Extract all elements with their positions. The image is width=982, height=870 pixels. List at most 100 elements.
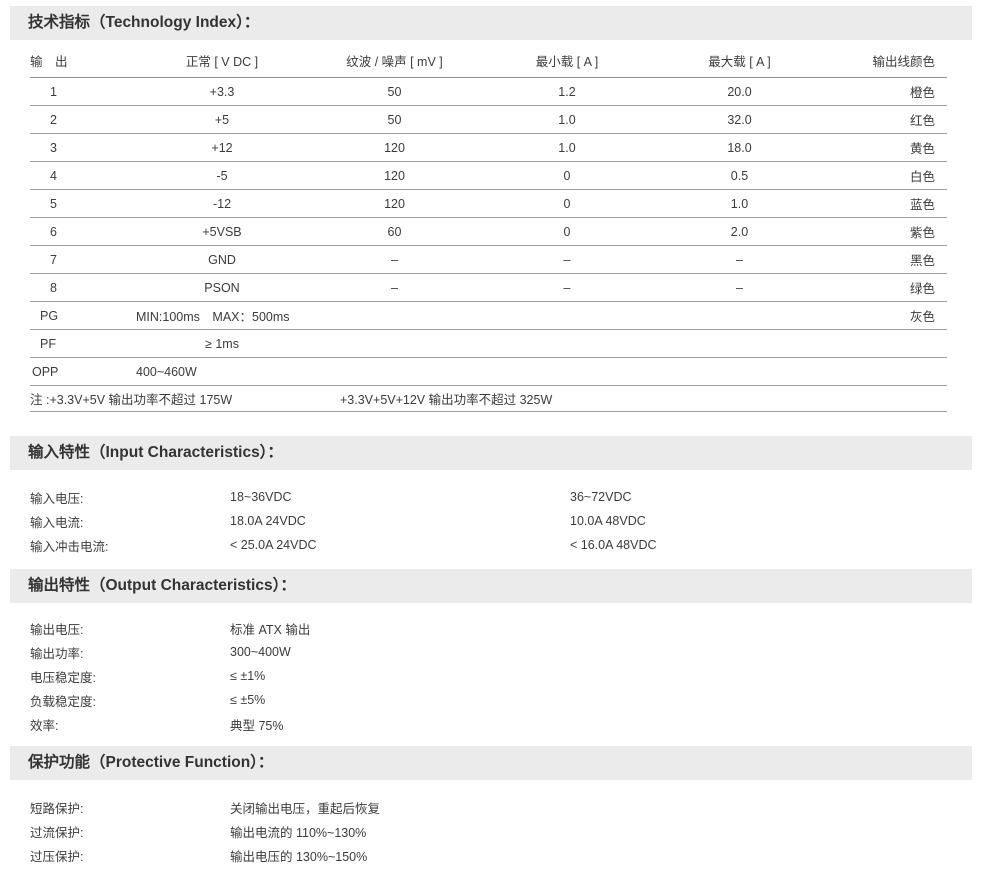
cell-pf-value: ≥ 1ms: [205, 336, 239, 351]
table-row-output-2: 2 +5 50 1.0 32.0 红色: [30, 106, 947, 134]
cell-ripple: 120: [384, 196, 405, 211]
field-value: 标准 ATX 输出: [230, 622, 311, 637]
cell-pf-label: PF: [40, 336, 56, 351]
field-label: 效率:: [30, 718, 59, 733]
cell-max-load: 18.0: [727, 140, 752, 155]
cell-vdc: +12: [211, 140, 233, 155]
cell-pg-value: MIN:100ms MAX：500ms: [136, 310, 290, 324]
section-title-protective-function: 保护功能（Protective Function）：: [10, 746, 972, 780]
cell-opp-value: 400~460W: [136, 364, 197, 379]
field-value: ≤ ±1%: [230, 669, 266, 683]
cell-wire-color: 黄色: [909, 142, 935, 156]
field-label: 电压稳定度:: [30, 670, 96, 685]
cell-max-load: 0.5: [730, 168, 749, 183]
field-value: 输出电压的 130%~150%: [230, 849, 368, 864]
cell-output-no: 5: [50, 196, 57, 211]
cell-wire-color: 橙色: [909, 86, 935, 100]
list-item-over-current-protection: 过流保护: 输出电流的 110%~130%: [30, 819, 982, 843]
cell-vdc: -5: [216, 168, 228, 183]
field-label: 短路保护:: [30, 801, 84, 816]
output-characteristics-list: 输出电压: 标准 ATX 输出 输出功率: 300~400W 电压稳定度: ≤ …: [30, 616, 982, 736]
field-value-2: 10.0A 48VDC: [570, 514, 646, 528]
cell-min-load: 0: [563, 168, 571, 183]
cell-wire-color: 黑色: [909, 254, 935, 268]
field-label: 输入冲击电流:: [30, 539, 109, 554]
field-value: 关闭输出电压，重起后恢复: [230, 801, 381, 816]
cell-output-no: 4: [50, 168, 57, 183]
cell-ripple: –: [391, 252, 398, 267]
cell-min-load: 1.0: [558, 112, 576, 127]
cell-min-load: –: [563, 280, 571, 295]
cell-ripple: 50: [387, 84, 402, 99]
field-value-2: < 16.0A 48VDC: [570, 538, 657, 552]
cell-ripple: 120: [384, 140, 405, 155]
list-item-input-voltage: 输入电压: 18~36VDC 36~72VDC: [30, 485, 982, 509]
cell-opp-label: OPP: [32, 364, 59, 379]
list-item-output-power: 输出功率: 300~400W: [30, 640, 982, 664]
cell-output-no: 7: [50, 252, 57, 267]
cell-max-load: –: [736, 280, 743, 295]
table-row-opp: OPP 400~460W: [30, 358, 947, 386]
field-label: 过流保护:: [30, 825, 84, 840]
list-item-input-current: 输入电流: 18.0A 24VDC 10.0A 48VDC: [30, 509, 982, 533]
cell-min-load: 0: [563, 196, 571, 211]
table-row-output-4: 4 -5 120 0 0.5 白色: [30, 162, 947, 190]
cell-output-no: 2: [50, 112, 57, 127]
cell-min-load: 0: [563, 224, 571, 239]
field-label: 输入电压:: [30, 491, 84, 506]
cell-output-no: 3: [50, 140, 57, 155]
col-header-min-load: 最小载 [ A ]: [535, 55, 599, 69]
cell-vdc: GND: [208, 252, 236, 267]
section-title-technology-index: 技术指标（Technology Index）：: [10, 6, 972, 40]
table-row-output-3: 3 +12 120 1.0 18.0 黄色: [30, 134, 947, 162]
table-row-note: 注 :+3.3V+5V 输出功率不超过 175W +3.3V+5V+12V 输出…: [30, 386, 947, 412]
col-header-ripple-noise: 纹波 / 噪声 [ mV ]: [346, 55, 443, 69]
cell-vdc: +3.3: [209, 84, 235, 99]
spec-sheet: 技术指标（Technology Index）： 输 出 正常 [ V DC ] …: [0, 6, 982, 867]
field-label: 负载稳定度:: [30, 694, 96, 709]
cell-ripple: 60: [387, 224, 402, 239]
cell-ripple: 120: [384, 168, 405, 183]
cell-max-load: 1.0: [730, 196, 749, 211]
section-title-output-characteristics: 输出特性（Output Characteristics）：: [10, 569, 972, 603]
cell-output-no: 6: [50, 224, 57, 239]
field-value: ≤ ±5%: [230, 693, 266, 707]
field-value: 18.0A 24VDC: [230, 514, 306, 528]
input-characteristics-list: 输入电压: 18~36VDC 36~72VDC 输入电流: 18.0A 24VD…: [30, 485, 982, 557]
cell-max-load: 2.0: [730, 224, 749, 239]
field-value: 典型 75%: [230, 718, 284, 733]
cell-wire-color: 紫色: [909, 226, 935, 240]
note-power-limit-1: 注 :+3.3V+5V 输出功率不超过 175W: [30, 393, 233, 407]
col-header-output: 输 出: [30, 55, 68, 69]
cell-wire-color: 灰色: [909, 310, 935, 324]
field-value: 18~36VDC: [230, 490, 292, 504]
table-row-output-8: 8 PSON – – – 绿色: [30, 274, 947, 302]
cell-ripple: –: [391, 280, 398, 295]
cell-min-load: –: [563, 252, 571, 267]
list-item-efficiency: 效率: 典型 75%: [30, 712, 982, 736]
field-label: 输入电流:: [30, 515, 84, 530]
cell-output-no: 1: [50, 84, 57, 99]
note-power-limit-2: +3.3V+5V+12V 输出功率不超过 325W: [340, 393, 553, 407]
table-row-output-7: 7 GND – – – 黑色: [30, 246, 947, 274]
cell-wire-color: 绿色: [909, 282, 935, 296]
table-row-pf: PF ≥ 1ms: [30, 330, 947, 358]
cell-vdc: +5VSB: [202, 224, 242, 239]
list-item-over-voltage-protection: 过压保护: 输出电压的 130%~150%: [30, 843, 982, 867]
protective-function-list: 短路保护: 关闭输出电压，重起后恢复 过流保护: 输出电流的 110%~130%…: [30, 795, 982, 867]
col-header-normal-vdc: 正常 [ V DC ]: [185, 55, 259, 69]
cell-max-load: 32.0: [727, 112, 752, 127]
field-value: 300~400W: [230, 645, 291, 659]
list-item-voltage-regulation: 电压稳定度: ≤ ±1%: [30, 664, 982, 688]
table-row-output-6: 6 +5VSB 60 0 2.0 紫色: [30, 218, 947, 246]
field-label: 输出电压:: [30, 622, 84, 637]
field-value-2: 36~72VDC: [570, 490, 632, 504]
table-row-output-1: 1 +3.3 50 1.2 20.0 橙色: [30, 78, 947, 106]
cell-max-load: 20.0: [727, 84, 752, 99]
cell-vdc: +5: [214, 112, 230, 127]
cell-wire-color: 红色: [909, 114, 935, 128]
list-item-output-voltage: 输出电压: 标准 ATX 输出: [30, 616, 982, 640]
table-row-output-5: 5 -12 120 0 1.0 蓝色: [30, 190, 947, 218]
cell-min-load: 1.0: [558, 140, 576, 155]
section-title-input-characteristics: 输入特性（Input Characteristics）：: [10, 436, 972, 470]
